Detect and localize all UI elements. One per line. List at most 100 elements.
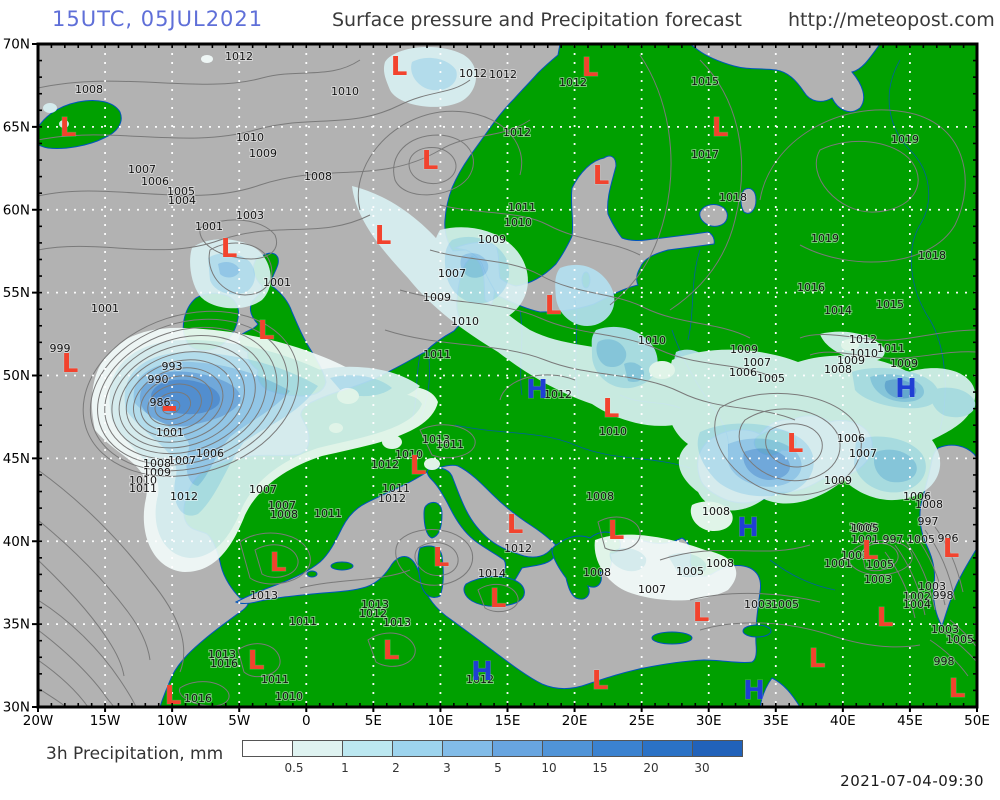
lon-axis-label: 40E (830, 713, 856, 729)
lon-axis-label: 10W (157, 713, 188, 729)
high-pressure-marker: H (737, 513, 759, 543)
pressure-value-label: 1012 (849, 333, 877, 346)
pressure-value-label: 1008 (915, 498, 943, 511)
land-crete (651, 631, 693, 645)
low-pressure-marker: L (375, 221, 392, 251)
pressure-value-label: 1008 (143, 457, 171, 470)
pressure-value-label: 1005 (946, 633, 974, 646)
isobar-ring (118, 351, 245, 449)
sea-barents-white (689, 44, 881, 113)
lon-axis-label: 20E (562, 713, 588, 729)
pressure-value-label: 1009 (730, 343, 758, 356)
legend-swatch (392, 740, 443, 757)
pressure-value-label: 998 (934, 655, 955, 668)
pressure-value-label: 1016 (184, 692, 212, 705)
precip-area (668, 553, 707, 578)
pressure-value-label: 1012 (503, 126, 531, 139)
legend-swatch (292, 740, 343, 757)
pressure-value-label: 1016 (210, 657, 238, 670)
pressure-value-label: 1010 (275, 690, 303, 703)
pressure-value-label: 1008 (304, 170, 332, 183)
low-pressure-marker: L (862, 536, 879, 566)
isobar-ring (154, 391, 192, 420)
pressure-value-label: 1015 (691, 75, 719, 88)
pressure-value-label: 1012 (378, 492, 406, 505)
pressure-value-label: 998 (933, 589, 954, 602)
pressure-value-label: 1006 (729, 366, 757, 379)
legend-swatch (242, 740, 293, 757)
pressure-value-label: 1011 (508, 201, 536, 214)
pressure-value-label: 1003 (744, 598, 772, 611)
pressure-value-label: 1012 (371, 458, 399, 471)
pressure-value-label: 1012 (466, 673, 494, 686)
pressure-value-label: 1001 (156, 426, 184, 439)
pressure-value-label: 1012 (504, 542, 532, 555)
pressure-value-label: 1005 (757, 372, 785, 385)
pressure-value-label: 1006 (903, 490, 931, 503)
precip-area (884, 379, 917, 399)
pressure-value-label: 1008 (583, 566, 611, 579)
pressure-value-label: 1009 (478, 233, 506, 246)
pressure-value-label: 1010 (395, 448, 423, 461)
precip-area (382, 435, 402, 449)
isobar-ring (89, 318, 289, 472)
pressure-value-label: 1010 (236, 131, 264, 144)
precip-area (743, 448, 790, 480)
low-pressure-marker: L (712, 113, 729, 143)
low-pressure-marker: L (60, 113, 77, 143)
low-pressure-marker: L (787, 429, 804, 459)
pressure-value-label: 1005 (907, 533, 935, 546)
pressure-value-label: 1019 (811, 232, 839, 245)
pressure-value-label: 1011 (436, 438, 464, 451)
legend-value-label: 5 (494, 761, 502, 775)
low-pressure-marker: L (270, 548, 287, 578)
pressure-value-label: 1009 (249, 147, 277, 160)
low-pressure-marker: L (809, 644, 826, 674)
pressure-value-label: 1019 (891, 133, 919, 146)
precip-area (649, 361, 675, 379)
pressure-value-label: 1003 (841, 549, 869, 562)
legend-value-label: 10 (541, 761, 557, 775)
pressure-value-label: 1001 (263, 276, 291, 289)
pressure-value-label: 1007 (438, 267, 466, 280)
high-pressure-marker: H (895, 374, 917, 404)
pressure-value-label: 1004 (903, 598, 931, 611)
legend-swatch (542, 740, 593, 757)
issue-timestamp: 2021-07-04-09:30 (840, 772, 984, 790)
isobar-ring (147, 383, 202, 426)
pressure-value-label: 1012 (489, 68, 517, 81)
pressure-value-label: 1010 (451, 315, 479, 328)
pressure-value-label: 1009 (423, 291, 451, 304)
pressure-value-label: 1007 (128, 163, 156, 176)
precip-area (218, 262, 240, 278)
lon-axis-label: 35E (763, 713, 789, 729)
low-pressure-marker: L (582, 53, 599, 83)
legend-value-label: 20 (643, 761, 659, 775)
graticule (38, 44, 977, 707)
pressure-value-label: 1002 (903, 590, 931, 603)
river-danube (454, 424, 691, 469)
isobar-ring (97, 326, 278, 466)
pressure-value-label: 1012 (359, 607, 387, 620)
low-pressure-marker: L (877, 603, 894, 633)
low-center-mark (163, 406, 176, 411)
pressure-value-label: 1003 (236, 209, 264, 222)
legend-swatch (442, 740, 493, 757)
precip-area (555, 264, 615, 326)
sea-red (759, 677, 801, 707)
legend-swatch (592, 740, 643, 757)
lat-axis-label: 65N (3, 119, 30, 135)
pressure-value-label: 1010 (850, 347, 878, 360)
isobars (38, 54, 977, 707)
lake-ladoga (699, 204, 728, 227)
low-pressure-marker: L (592, 666, 609, 696)
pressure-value-label: 1001 (91, 302, 119, 315)
pressure-value-label: 1001 (195, 220, 223, 233)
pressure-value-label: 1006 (141, 175, 169, 188)
pressure-value-label: 1011 (314, 507, 342, 520)
pressure-value-label: 1006 (837, 432, 865, 445)
pressure-value-label: 1011 (261, 673, 289, 686)
legend-swatch (642, 740, 693, 757)
low-pressure-marker: L (62, 349, 79, 379)
